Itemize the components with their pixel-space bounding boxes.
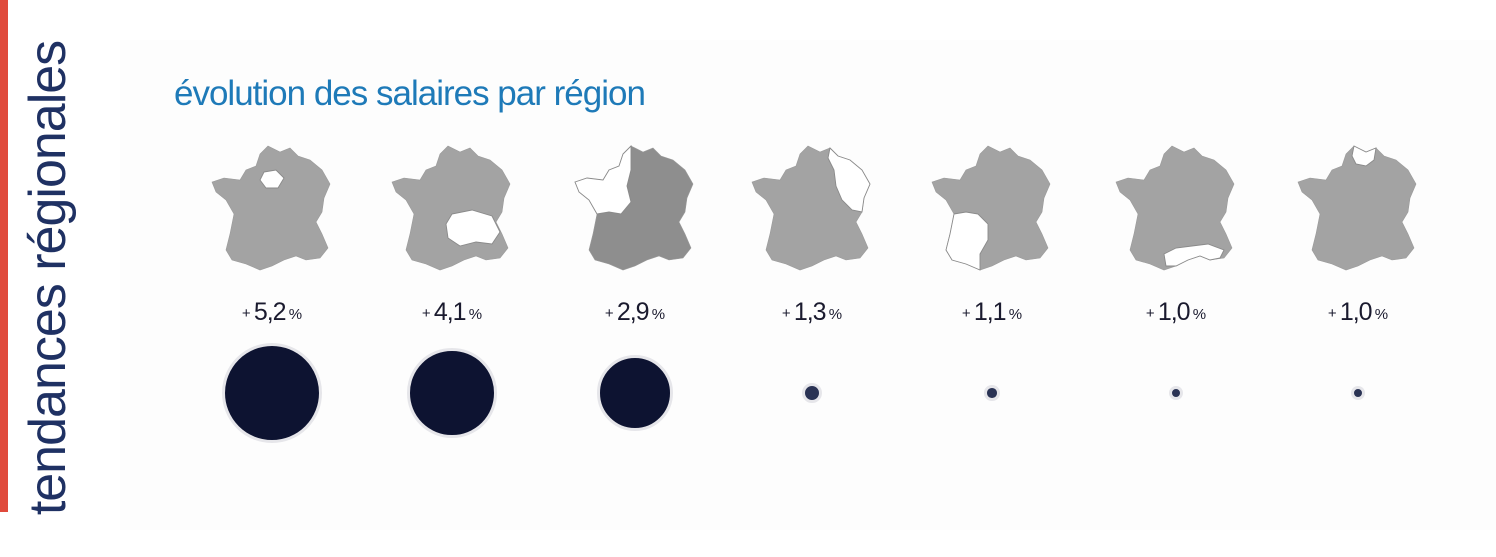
value-bubble [222, 343, 322, 443]
highlighted-region [445, 209, 501, 247]
highlighted-region [259, 169, 285, 189]
value-unit: % [288, 306, 303, 323]
france-map-icon [930, 140, 1054, 272]
france-map-icon [573, 140, 697, 272]
highlighted-region [827, 147, 871, 213]
value-sign: + [781, 305, 791, 322]
value-number: 1,1 [973, 298, 1007, 326]
highlighted-region [945, 211, 989, 271]
region-column: + 2,9 % [565, 140, 705, 460]
value-bubble [984, 385, 1000, 401]
value-label: + 1,1 % [922, 298, 1062, 327]
france-map-icon [210, 140, 334, 272]
value-unit: % [468, 306, 483, 323]
region-column: + 1,0 % [1288, 140, 1428, 460]
france-map-icon [1114, 140, 1238, 272]
value-label: + 4,1 % [382, 298, 522, 327]
value-label: + 1,3 % [742, 298, 882, 327]
value-bubble [1351, 386, 1365, 400]
highlighted-region [1351, 145, 1377, 167]
france-map-icon [750, 140, 874, 272]
value-bubble [801, 382, 823, 404]
value-bubble [407, 348, 497, 438]
value-label: + 1,0 % [1288, 298, 1428, 327]
value-label: + 5,2 % [202, 298, 342, 327]
value-unit: % [1008, 306, 1023, 323]
value-sign: + [421, 305, 431, 322]
value-sign: + [604, 305, 614, 322]
value-number: 2,9 [616, 298, 650, 326]
france-outline [1297, 145, 1417, 271]
value-number: 1,3 [793, 298, 827, 326]
value-unit: % [651, 306, 666, 323]
region-column: + 1,0 % [1106, 140, 1246, 460]
value-sign: + [241, 305, 251, 322]
region-column: + 5,2 % [202, 140, 342, 460]
side-title: tendances régionales [19, 40, 77, 516]
value-number: 1,0 [1339, 298, 1373, 326]
value-bubble [596, 354, 674, 432]
chart-panel [120, 40, 1496, 530]
value-bubble [1169, 386, 1183, 400]
region-column: + 1,1 % [922, 140, 1062, 460]
france-outline [211, 145, 331, 271]
value-label: + 2,9 % [565, 298, 705, 327]
highlighted-region [574, 144, 632, 215]
value-sign: + [1145, 305, 1155, 322]
value-unit: % [1374, 306, 1389, 323]
value-label: + 1,0 % [1106, 298, 1246, 327]
highlighted-region [1163, 243, 1225, 267]
france-outline [574, 145, 694, 271]
accent-bar [0, 0, 8, 512]
value-sign: + [961, 305, 971, 322]
value-unit: % [1192, 306, 1207, 323]
region-column: + 4,1 % [382, 140, 522, 460]
value-unit: % [828, 306, 843, 323]
value-number: 1,0 [1157, 298, 1191, 326]
france-map-icon [1296, 140, 1420, 272]
france-outline [391, 145, 511, 271]
value-number: 5,2 [253, 298, 287, 326]
value-number: 4,1 [433, 298, 467, 326]
chart-title: évolution des salaires par région [174, 74, 646, 113]
region-column: + 1,3 % [742, 140, 882, 460]
france-map-icon [390, 140, 514, 272]
value-sign: + [1327, 305, 1337, 322]
